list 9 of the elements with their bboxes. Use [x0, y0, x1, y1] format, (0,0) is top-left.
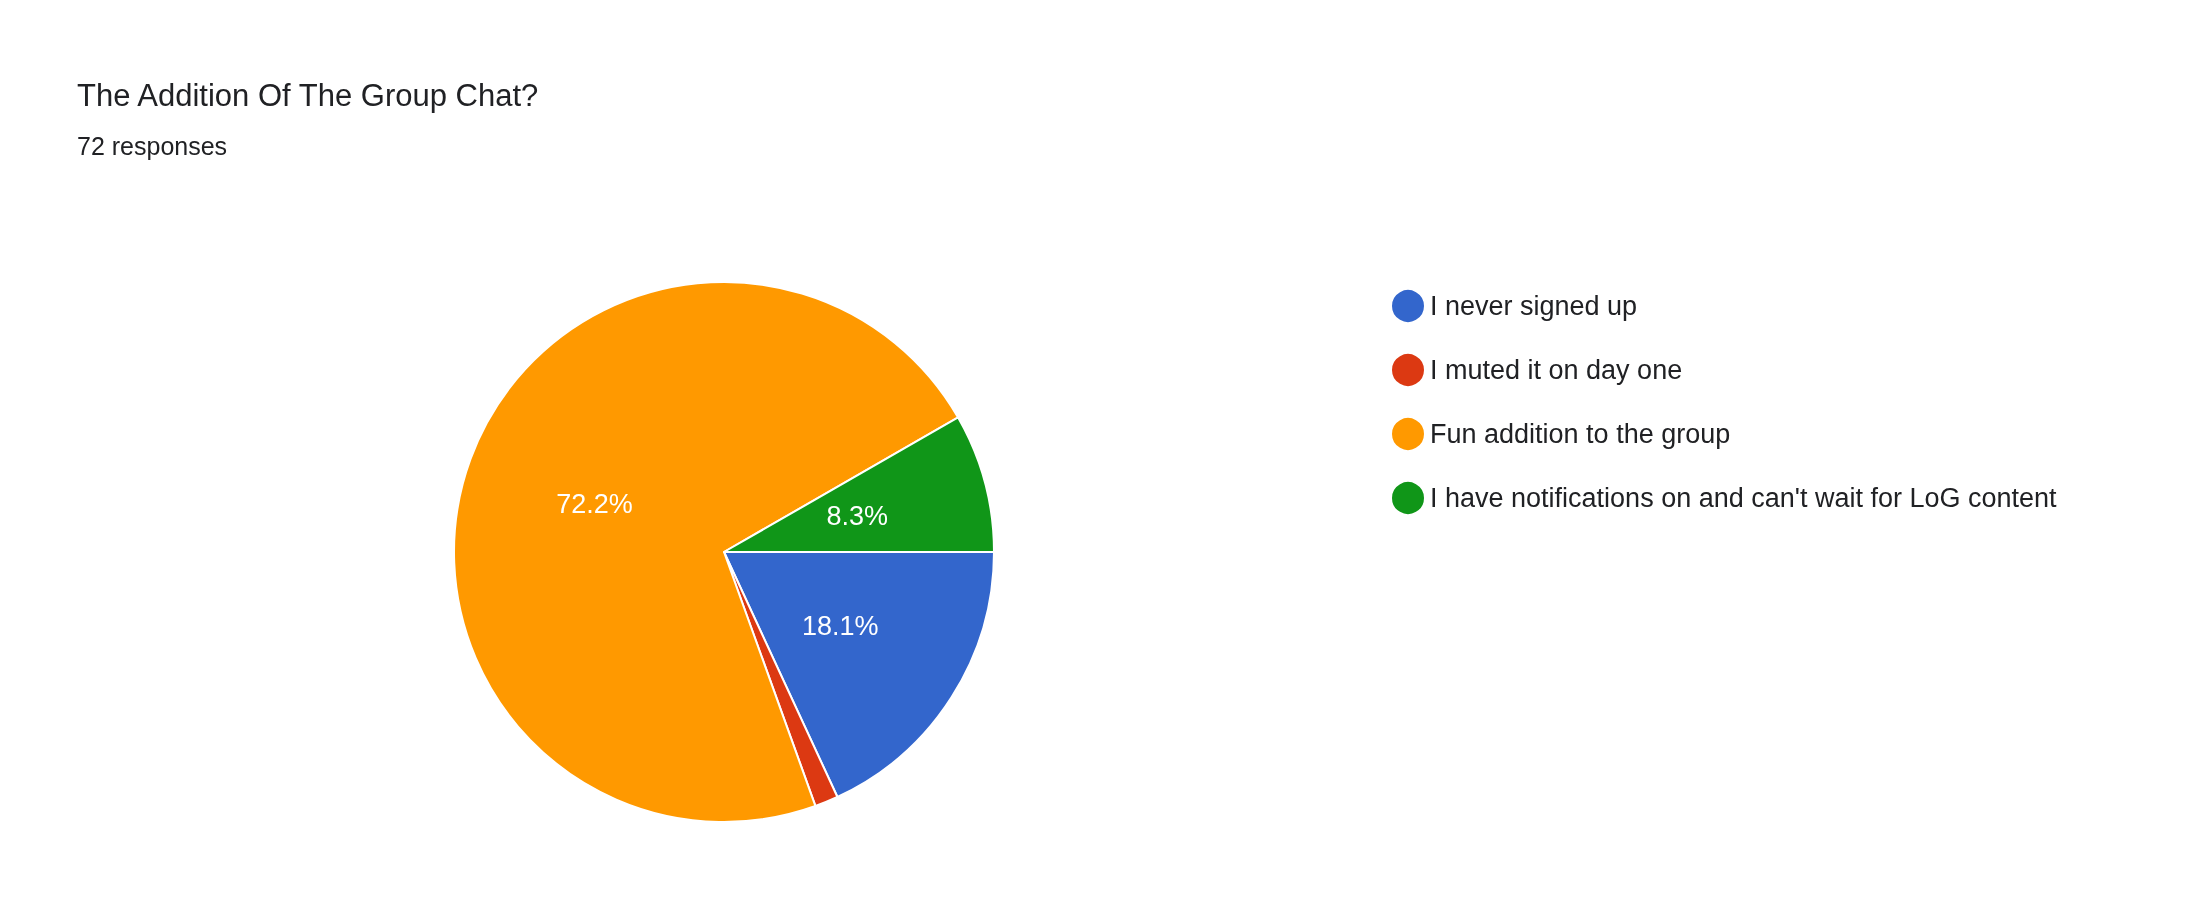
- text: 72 responses: [77, 131, 228, 160]
- chart-title: The Addition Of The Group Chat?: [77, 78, 539, 113]
- legend-label: Fun addition to the group: [1430, 419, 1731, 449]
- data-label: 8.3%: [826, 501, 889, 532]
- data-label: 72.2%: [556, 489, 633, 520]
- legend-label: I never signed up: [1430, 291, 1638, 321]
- data-label: 18.1%: [802, 611, 879, 642]
- legend-label: I muted it on day one: [1430, 355, 1683, 385]
- legend-label: I have notifications on and can't wait for LoG content: [1430, 483, 2058, 513]
